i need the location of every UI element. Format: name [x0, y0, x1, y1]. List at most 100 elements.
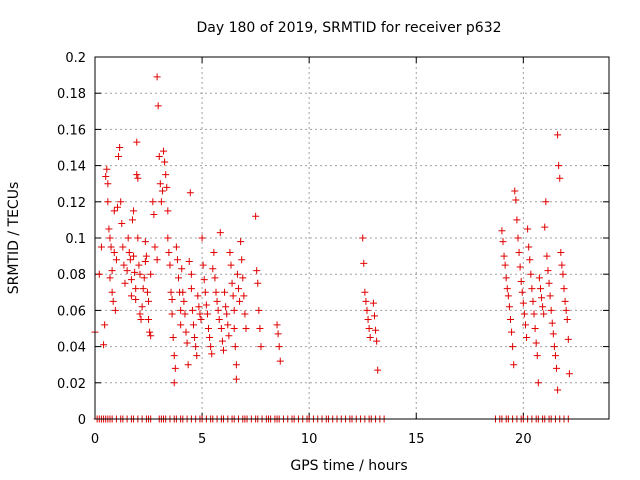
data-point — [199, 261, 207, 269]
data-point — [543, 252, 551, 260]
data-point — [134, 234, 142, 242]
data-point — [509, 343, 517, 351]
data-point — [145, 315, 153, 323]
x-tick-label: 5 — [198, 432, 206, 447]
data-point — [232, 361, 240, 369]
grid-layer — [95, 57, 609, 419]
data-point — [206, 334, 214, 342]
data-point — [370, 312, 378, 320]
data-point — [187, 270, 195, 278]
data-point — [183, 339, 191, 347]
data-point — [223, 310, 231, 318]
data-point — [501, 261, 509, 269]
data-point — [157, 198, 165, 206]
data-point — [510, 361, 518, 369]
data-point — [360, 259, 368, 267]
data-point — [513, 216, 521, 224]
data-point — [123, 267, 131, 275]
data-point — [194, 292, 202, 300]
data-point — [500, 252, 508, 260]
data-point — [102, 172, 110, 180]
data-point — [372, 326, 380, 334]
data-point — [117, 198, 125, 206]
data-point — [104, 180, 112, 188]
x-tick-label: 15 — [408, 432, 425, 447]
data-point — [275, 343, 283, 351]
y-tick-label: 0.02 — [57, 377, 86, 392]
data-point — [109, 297, 117, 305]
data-point — [203, 310, 211, 318]
data-point — [363, 306, 371, 314]
data-point — [242, 325, 250, 332]
data-point — [164, 234, 172, 242]
data-point — [143, 288, 151, 296]
data-point — [147, 270, 155, 278]
data-point — [103, 165, 111, 173]
y-tick-label: 0.08 — [57, 268, 86, 283]
data-point — [366, 334, 374, 342]
data-point — [164, 207, 172, 215]
data-point — [119, 243, 127, 251]
data-point — [542, 198, 550, 206]
data-point — [556, 174, 564, 182]
data-point — [374, 366, 382, 374]
data-point — [362, 297, 370, 305]
data-point — [555, 162, 563, 170]
data-point — [147, 332, 155, 340]
data-point — [132, 285, 140, 293]
data-point — [108, 267, 116, 275]
y-tick-label: 0.04 — [57, 341, 86, 356]
data-point — [110, 207, 118, 215]
data-point — [530, 310, 538, 318]
data-point — [546, 292, 554, 300]
data-point — [557, 248, 565, 256]
data-point — [559, 270, 567, 278]
data-point — [359, 234, 367, 242]
data-point — [536, 285, 544, 293]
data-point — [234, 285, 242, 293]
data-point — [104, 198, 112, 206]
data-point — [214, 306, 222, 314]
data-point — [549, 330, 557, 338]
data-point — [503, 285, 511, 293]
data-point — [191, 334, 199, 342]
data-point — [177, 321, 185, 329]
data-point — [139, 285, 147, 293]
data-point — [213, 297, 221, 305]
data-point — [185, 258, 193, 266]
data-point — [540, 310, 548, 318]
x-axis-label: GPS time / hours — [290, 458, 407, 474]
data-point — [562, 306, 570, 314]
data-point — [514, 234, 522, 242]
data-point — [138, 303, 146, 311]
data-point — [252, 212, 260, 220]
data-point — [155, 153, 163, 161]
y-tick-label: 0 — [78, 413, 86, 428]
data-point — [531, 325, 539, 332]
data-point — [217, 325, 225, 332]
data-point — [171, 364, 179, 372]
data-point — [523, 334, 531, 342]
data-point — [505, 303, 513, 311]
data-point — [209, 265, 217, 273]
data-point — [180, 297, 188, 305]
points-layer — [91, 73, 573, 423]
data-point — [195, 303, 203, 311]
data-point — [150, 210, 158, 218]
data-point — [210, 248, 218, 256]
data-point — [229, 292, 237, 300]
data-point — [181, 310, 189, 318]
data-point — [125, 248, 133, 256]
data-point — [162, 171, 170, 179]
data-point — [560, 285, 568, 293]
data-point — [130, 252, 138, 260]
data-point — [548, 319, 556, 327]
data-point — [529, 297, 537, 305]
data-point — [145, 297, 153, 305]
data-point — [220, 346, 227, 354]
data-point — [222, 303, 230, 311]
data-point — [273, 321, 281, 329]
data-point — [151, 243, 159, 251]
data-point — [169, 334, 177, 342]
data-point — [188, 306, 196, 314]
